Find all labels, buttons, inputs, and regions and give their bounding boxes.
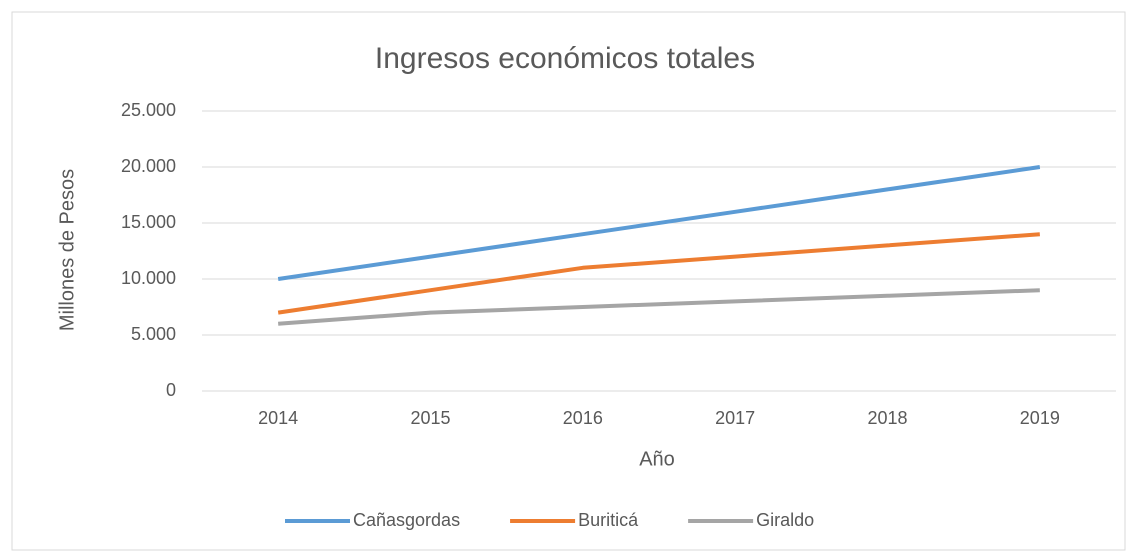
y-tick-label: 15.000 [121,212,176,232]
chart-border [11,11,1126,551]
y-tick-label: 0 [166,380,176,400]
series-line [277,232,1040,315]
chart-title: Ingresos económicos totales [375,42,755,75]
x-tick-label: 2016 [563,408,603,428]
x-tick-label: 2018 [867,408,907,428]
x-tick-label: 2014 [258,408,298,428]
x-tick-label: 2017 [715,408,755,428]
y-tick-label: 5.000 [131,324,176,344]
y-tick-label: 25.000 [121,100,176,120]
legend-label: Buriticá [578,510,639,530]
legend-label: Giraldo [756,510,814,530]
x-tick-label: 2015 [410,408,450,428]
y-axis-label: Millones de Pesos [56,169,78,331]
x-axis-label: Año [639,448,675,470]
y-tick-label: 10.000 [121,268,176,288]
series-line [278,288,1040,326]
legend-label: Cañasgordas [353,510,460,530]
y-tick-label: 20.000 [121,156,176,176]
x-tick-label: 2019 [1020,408,1060,428]
series-line [277,165,1041,281]
